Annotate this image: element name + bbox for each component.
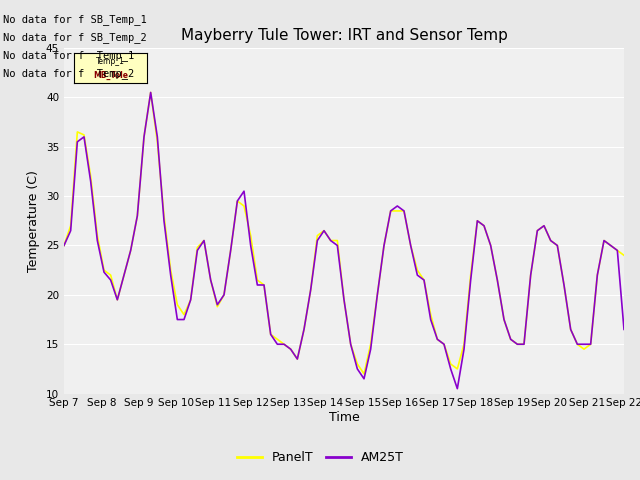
Text: Temp_1: Temp_1 xyxy=(96,57,125,66)
Text: MB_Tole: MB_Tole xyxy=(93,71,128,80)
X-axis label: Time: Time xyxy=(328,411,360,424)
Legend: PanelT, AM25T: PanelT, AM25T xyxy=(232,446,408,469)
Text: No data for f  Temp_1: No data for f Temp_1 xyxy=(3,50,134,61)
Text: No data for f  Temp_2: No data for f Temp_2 xyxy=(3,68,134,79)
Y-axis label: Temperature (C): Temperature (C) xyxy=(28,170,40,272)
Text: No data for f SB_Temp_1: No data for f SB_Temp_1 xyxy=(3,13,147,24)
Text: No data for f SB_Temp_2: No data for f SB_Temp_2 xyxy=(3,32,147,43)
Title: Mayberry Tule Tower: IRT and Sensor Temp: Mayberry Tule Tower: IRT and Sensor Temp xyxy=(180,28,508,43)
